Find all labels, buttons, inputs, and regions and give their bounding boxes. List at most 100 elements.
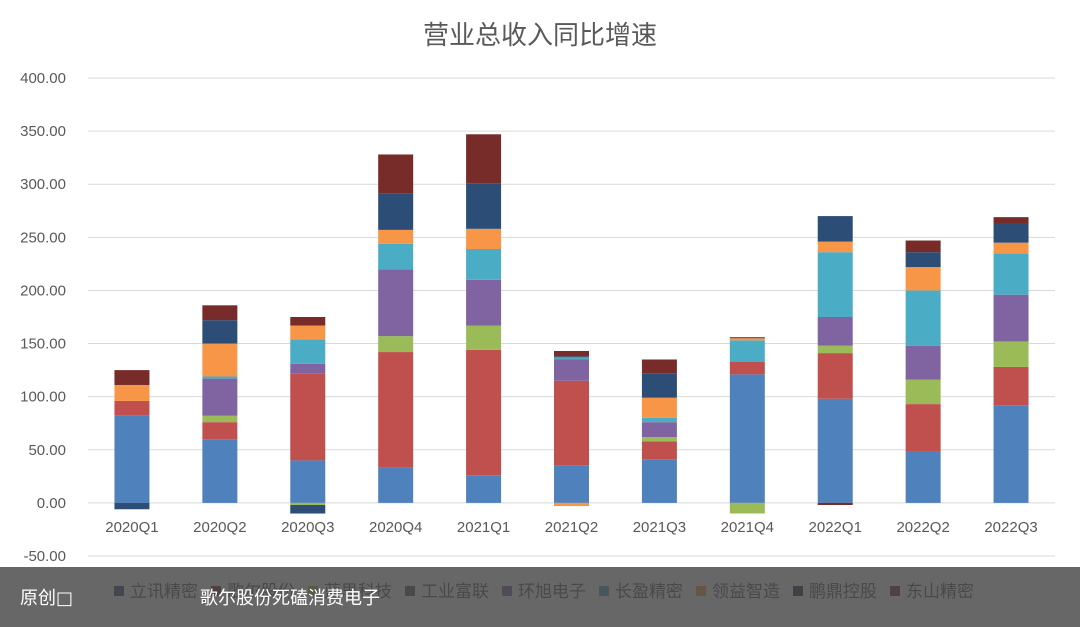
bar-segment xyxy=(729,502,765,514)
x-axis-ticks: 2020Q1 2020Q2 2020Q3 2020Q4 2021Q1 2021Q2 2021… xyxy=(105,519,1037,536)
x-tick-label: 2021Q3 xyxy=(633,519,686,536)
bar-segment xyxy=(993,405,1029,503)
bar-segment xyxy=(290,317,326,326)
x-tick-label: 2022Q1 xyxy=(809,519,862,536)
bar-segment xyxy=(905,404,941,452)
x-tick-label: 2022Q3 xyxy=(984,519,1037,536)
bar-segment xyxy=(378,229,414,244)
bar-segment xyxy=(905,252,941,268)
bar-segment xyxy=(817,216,853,242)
bar-segment xyxy=(729,338,765,341)
bar-segment xyxy=(114,384,150,401)
bar-segment xyxy=(905,240,941,253)
bar-segment xyxy=(641,441,677,460)
bar-segment xyxy=(466,325,502,350)
bar-segment xyxy=(817,252,853,317)
bar-segment xyxy=(466,228,502,250)
bar-segment xyxy=(641,422,677,438)
y-tick-label: 50.00 xyxy=(28,442,66,459)
bar-segments xyxy=(114,134,1029,514)
bar-segment xyxy=(114,400,150,416)
bar-segment xyxy=(554,356,589,358)
bar-segment xyxy=(378,193,414,230)
bar-segment xyxy=(729,337,765,339)
bar-segment xyxy=(905,379,941,405)
bar-segment xyxy=(554,350,589,357)
bar-segment xyxy=(290,505,326,514)
bar-segment xyxy=(290,502,326,506)
bar-segment xyxy=(993,366,1029,406)
bar-segment xyxy=(817,317,853,346)
bar-segment xyxy=(378,243,414,270)
bar-segment xyxy=(641,359,677,374)
bar-segment xyxy=(729,361,765,375)
bar-segment xyxy=(641,397,677,418)
bar-segment xyxy=(554,502,589,507)
bar-segment xyxy=(378,336,414,353)
bar-segment xyxy=(466,249,502,280)
bar-segment xyxy=(554,465,589,503)
bar-segment xyxy=(466,183,502,229)
y-tick-label: 350.00 xyxy=(20,123,66,140)
y-tick-label: 200.00 xyxy=(20,282,66,299)
x-tick-label: 2020Q3 xyxy=(281,519,334,536)
y-tick-label: 150.00 xyxy=(20,336,66,353)
bar-segment xyxy=(466,349,502,476)
bar-segment xyxy=(114,415,150,503)
x-tick-label: 2020Q2 xyxy=(193,519,246,536)
bar-segment xyxy=(993,242,1029,254)
grid-lines xyxy=(88,77,1055,557)
bar-segment xyxy=(202,378,238,416)
y-tick-label: 100.00 xyxy=(20,389,66,406)
y-axis-ticks: -50.00 0.00 50.00 100.00 150.00 200.00 250.00 3… xyxy=(20,70,66,565)
x-tick-label: 2020Q1 xyxy=(105,519,158,536)
bar-segment xyxy=(290,363,326,374)
bar-segment xyxy=(466,134,502,184)
bar-segment xyxy=(905,267,941,291)
bar-segment xyxy=(993,223,1029,243)
bar-segment xyxy=(202,439,238,503)
bar-segment xyxy=(378,467,414,503)
bar-segment xyxy=(905,451,941,503)
bar-segment xyxy=(817,502,853,506)
y-tick-label: -50.00 xyxy=(23,548,66,565)
bar-segment xyxy=(378,269,414,337)
x-tick-label: 2021Q1 xyxy=(457,519,510,536)
bar-segment xyxy=(641,437,677,442)
bar-segment xyxy=(817,345,853,354)
bar-segment xyxy=(993,217,1029,224)
bar-segment xyxy=(378,154,414,194)
bar-segment xyxy=(290,373,326,461)
bar-segment xyxy=(202,376,238,379)
bar-segment xyxy=(905,290,941,346)
bar-segment xyxy=(290,460,326,503)
bar-segment xyxy=(202,305,238,321)
y-tick-label: 300.00 xyxy=(20,176,66,193)
bar-segment xyxy=(202,320,238,344)
bar-segment xyxy=(554,357,589,360)
y-tick-label: 250.00 xyxy=(20,229,66,246)
original-badge: 原创□ xyxy=(20,588,74,609)
y-tick-label: 0.00 xyxy=(37,495,66,512)
chart-title: 营业总收入同比增速 xyxy=(423,21,657,51)
bar-segment xyxy=(993,294,1029,342)
y-tick-label: 400.00 xyxy=(20,70,66,87)
bar-segment xyxy=(817,241,853,253)
x-tick-label: 2022Q2 xyxy=(896,519,949,536)
bar-segment xyxy=(905,345,941,380)
bar-segment xyxy=(378,352,414,468)
bar-segment xyxy=(466,475,502,503)
bar-segment xyxy=(554,380,589,466)
bar-segment xyxy=(202,343,238,377)
bar-segment xyxy=(202,422,238,440)
bar-segment xyxy=(641,459,677,503)
bar-segment xyxy=(290,339,326,364)
bar-segment xyxy=(993,253,1029,295)
x-tick-label: 2020Q4 xyxy=(369,519,422,536)
bar-segment xyxy=(114,502,150,510)
bar-segment xyxy=(554,359,589,381)
bar-segment xyxy=(817,353,853,399)
bar-segment xyxy=(729,340,765,362)
